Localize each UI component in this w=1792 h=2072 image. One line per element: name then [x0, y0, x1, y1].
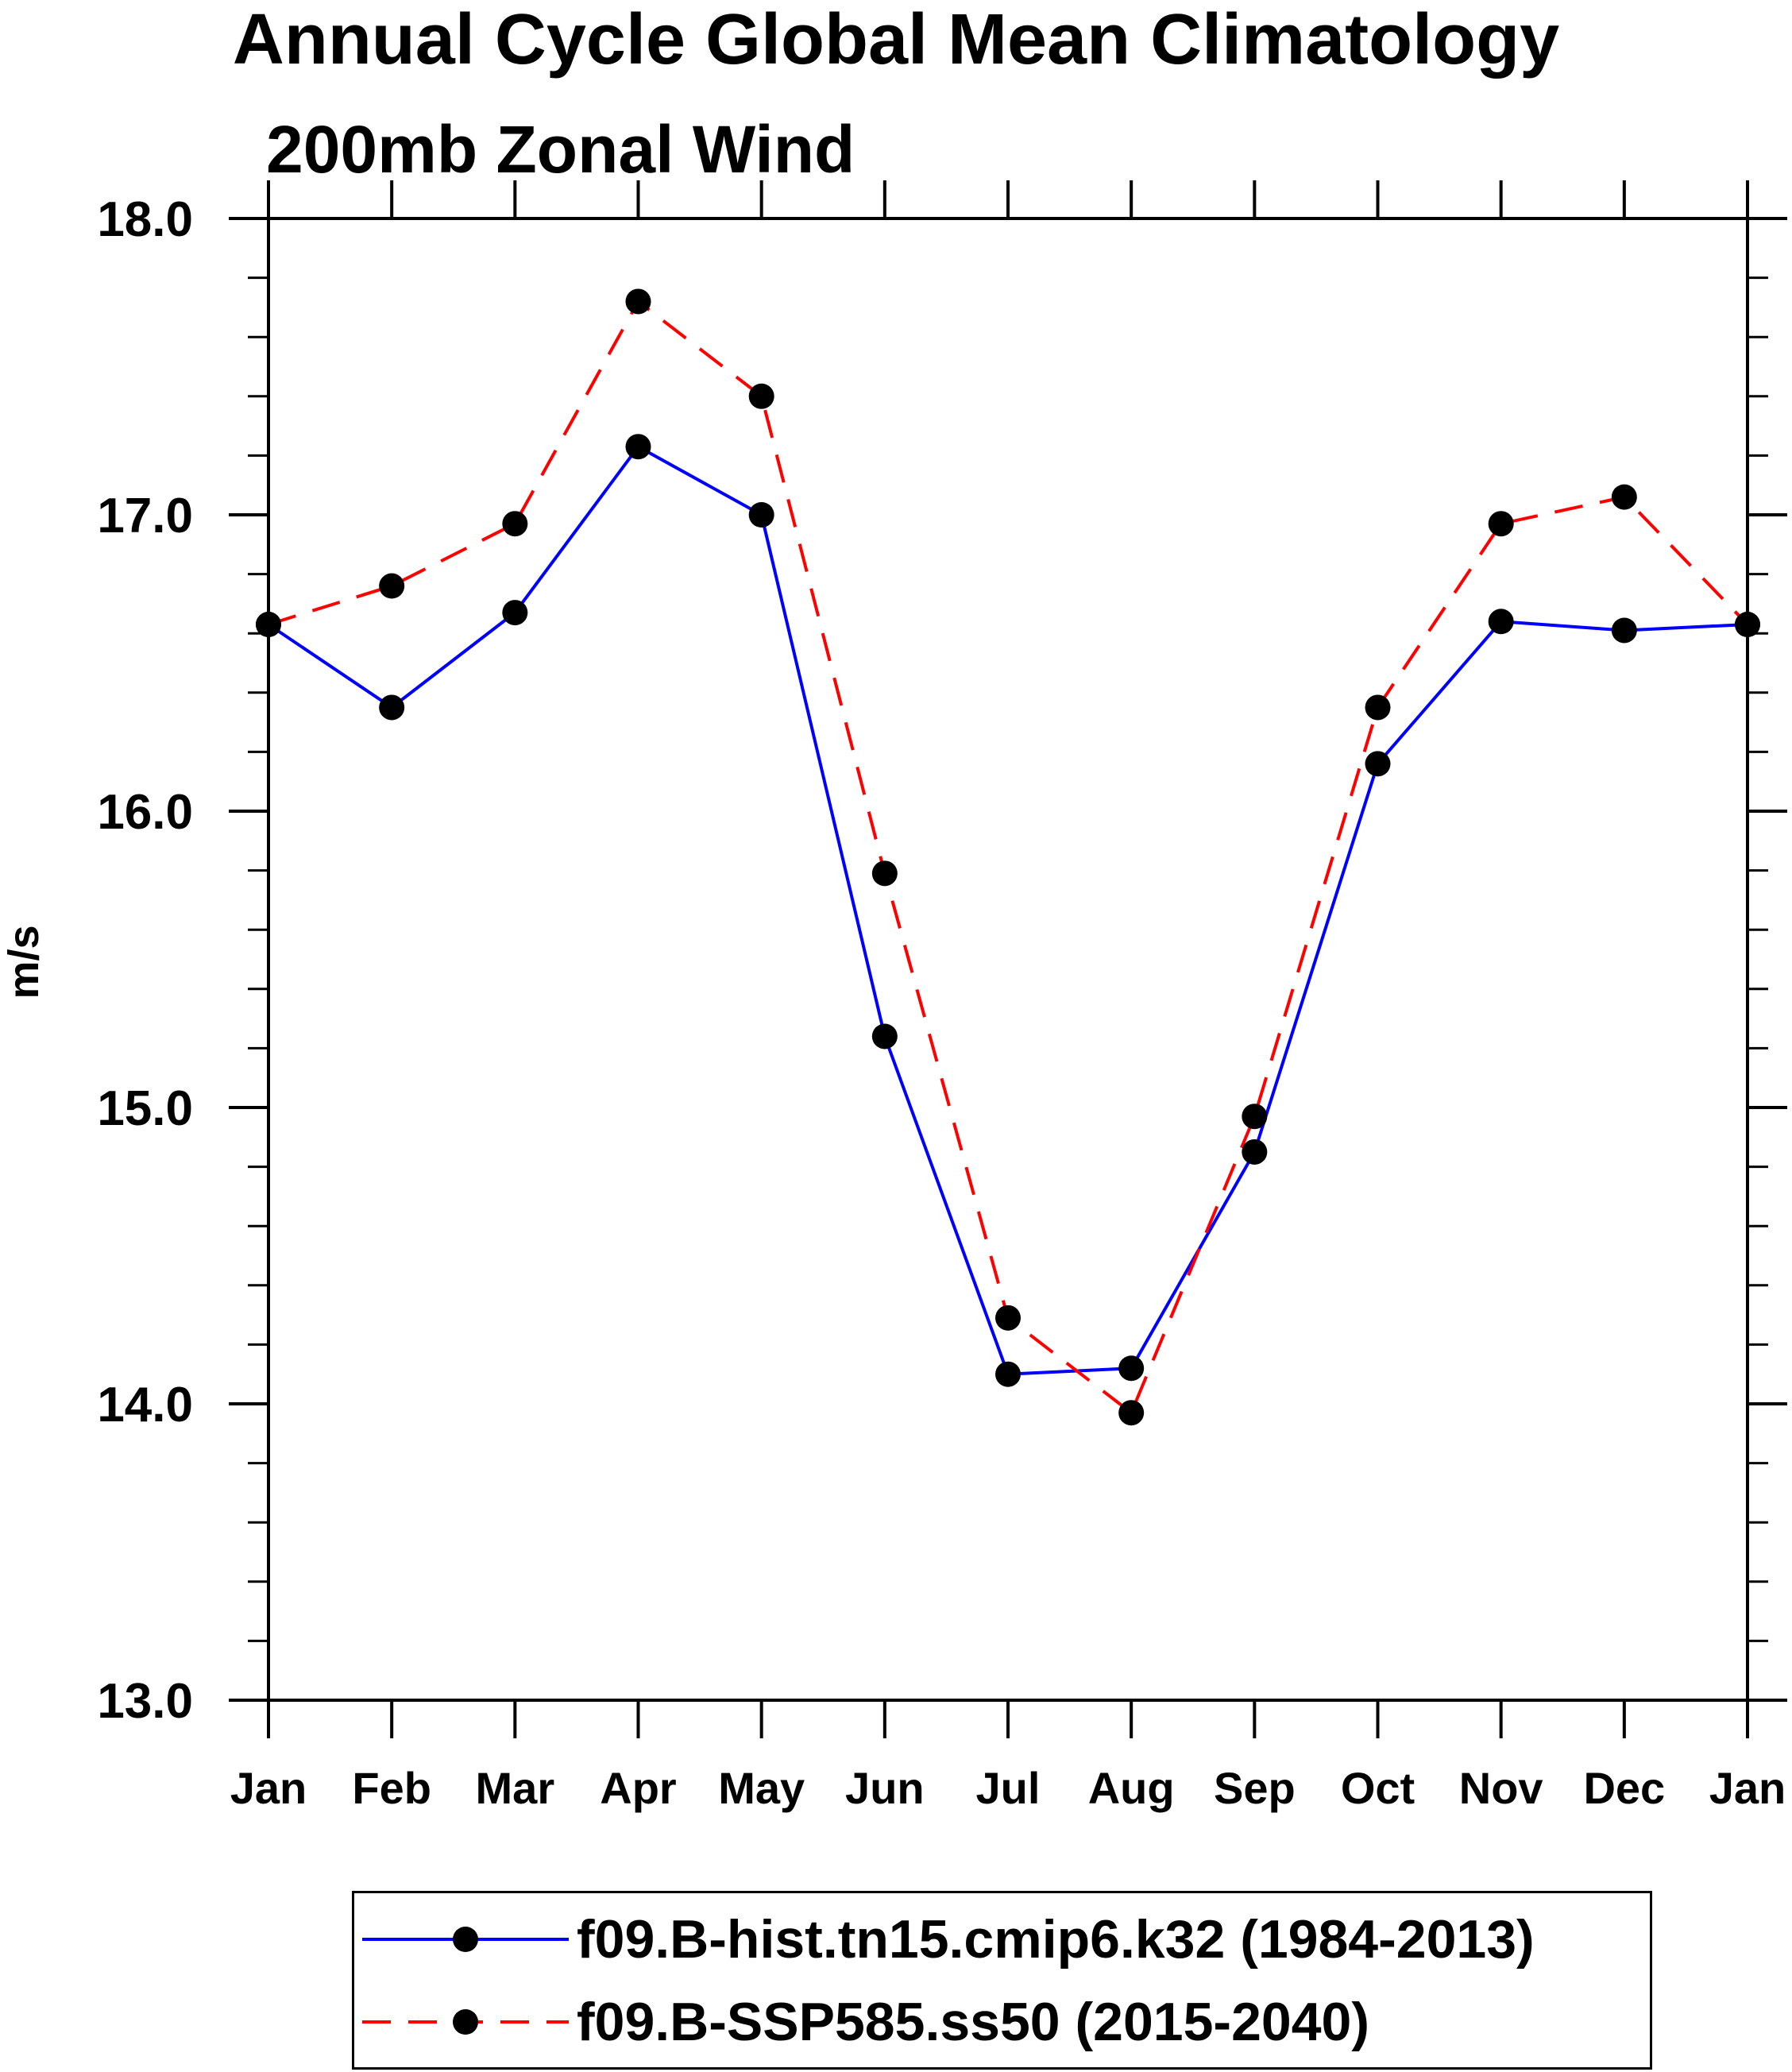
legend: f09.B-hist.tn15.cmip6.k32 (1984-2013) f0…: [352, 1891, 1652, 2070]
x-tick-label: Dec: [1583, 1763, 1665, 1813]
series-1-marker: [1118, 1400, 1145, 1426]
series-1-marker: [1242, 1104, 1268, 1130]
chart-subtitle: 200mb Zonal Wind: [266, 112, 855, 187]
x-tick-label: Nov: [1459, 1763, 1543, 1813]
legend-marker-ssp: [453, 2009, 478, 2035]
series-1-marker: [379, 573, 405, 599]
x-tick-label: Jan: [1709, 1763, 1786, 1813]
legend-item-ssp: f09.B-SSP585.ss50 (2015-2040): [354, 1982, 1650, 2062]
x-tick-label: Apr: [600, 1763, 676, 1813]
series-line-1: [268, 300, 1749, 1415]
x-tick-label: Mar: [476, 1763, 555, 1813]
y-tick-label: 16.0: [97, 785, 193, 840]
series-1-marker: [995, 1305, 1021, 1331]
series-1-marker: [1365, 694, 1391, 721]
legend-label-ssp: f09.B-SSP585.ss50 (2015-2040): [577, 1992, 1369, 2052]
series-0-marker: [625, 434, 651, 460]
series-0-marker: [748, 502, 774, 528]
series-1-marker: [502, 511, 528, 537]
series-1-marker: [1488, 511, 1514, 537]
series-0-marker: [1611, 617, 1637, 644]
line-chart: Jan Feb Mar Apr May Jun Jul Aug Sep Oct Nov Dec Jan 1…: [97, 180, 1787, 1813]
series-0-marker: [995, 1361, 1021, 1387]
legend-swatch-hist: [362, 1927, 569, 1952]
series-0-marker: [871, 1023, 898, 1050]
x-tick-label: Jun: [845, 1763, 925, 1813]
series-0-marker: [1242, 1138, 1268, 1165]
y-tick-label: 14.0: [97, 1378, 193, 1432]
legend-swatch-ssp: [362, 2009, 569, 2035]
x-tick-label: Aug: [1088, 1763, 1175, 1813]
legend-marker-hist: [453, 1927, 478, 1952]
x-tick-label: Oct: [1341, 1763, 1415, 1813]
series-1-marker: [1735, 612, 1760, 638]
y-tick-label: 18.0: [97, 192, 193, 247]
series-1-marker: [1611, 484, 1637, 510]
series-1-marker: [256, 612, 281, 638]
series-0-marker: [1488, 609, 1514, 635]
y-tick-label: 13.0: [97, 1674, 193, 1729]
series-1-marker: [748, 383, 774, 409]
x-tick-label: Jul: [976, 1763, 1041, 1813]
series-0-marker: [1118, 1355, 1145, 1382]
plot-frame: [267, 217, 1749, 1702]
series-0-marker: [379, 694, 405, 721]
y-tick-label: 17.0: [97, 489, 193, 543]
series-line-0: [267, 445, 1748, 1376]
legend-label-hist: f09.B-hist.tn15.cmip6.k32 (1984-2013): [577, 1909, 1535, 1970]
legend-item-hist: f09.B-hist.tn15.cmip6.k32 (1984-2013): [354, 1900, 1650, 1979]
x-tick-label: Jan: [230, 1763, 307, 1813]
series-0-marker: [502, 600, 528, 626]
x-tick-label: May: [718, 1763, 805, 1813]
series-1-marker: [871, 860, 898, 887]
y-tick-label: 15.0: [97, 1081, 193, 1136]
x-tick-label: Feb: [352, 1763, 431, 1813]
chart-title: Annual Cycle Global Mean Climatology: [232, 0, 1560, 79]
series-0-marker: [1365, 751, 1391, 777]
x-tick-label: Sep: [1214, 1763, 1296, 1813]
series-1-marker: [625, 288, 651, 315]
